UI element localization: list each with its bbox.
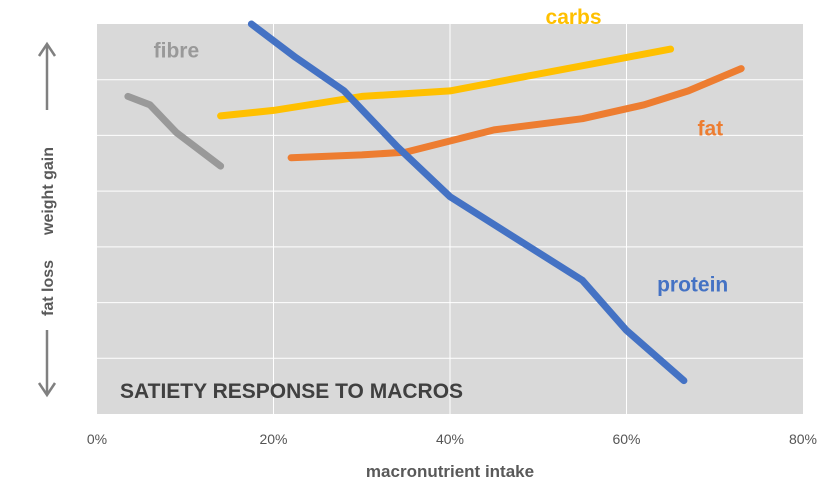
y-label-weight-gain: weight gain (40, 147, 57, 236)
down-arrow-icon (37, 330, 57, 398)
x-axis-title: macronutrient intake (366, 462, 534, 481)
series-line-fat (287, 65, 745, 162)
series-line-protein (247, 20, 688, 385)
x-tick-labels: 0% 20% 40% 60% 80% (87, 431, 817, 447)
series-line-carbs (217, 45, 675, 120)
series-labels: fibre carbs fat protein (154, 6, 729, 296)
chart-title: SATIETY RESPONSE TO MACROS (120, 380, 463, 403)
series-label-fibre: fibre (154, 39, 200, 62)
x-tick-label: 80% (789, 431, 817, 447)
x-tick-label: 60% (612, 431, 640, 447)
up-arrow-icon (37, 41, 57, 110)
series-line-fibre (124, 92, 225, 170)
grid-lines (97, 24, 803, 414)
series-lines (124, 20, 745, 385)
series-label-protein: protein (657, 273, 728, 296)
x-tick-label: 40% (436, 431, 464, 447)
y-label-fat-loss: fat loss (40, 260, 57, 316)
series-label-carbs: carbs (546, 6, 602, 29)
x-tick-label: 0% (87, 431, 107, 447)
x-tick-label: 20% (259, 431, 287, 447)
y-axis-indicator: weight gain fat loss (37, 41, 57, 398)
series-label-fat: fat (698, 117, 724, 140)
